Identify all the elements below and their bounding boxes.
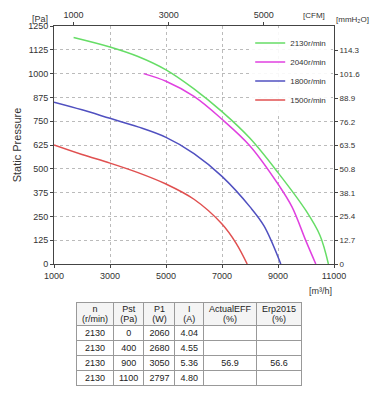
svg-text:[CFM]: [CFM] bbox=[303, 11, 325, 20]
svg-text:101.6: 101.6 bbox=[340, 70, 361, 79]
svg-text:875: 875 bbox=[33, 93, 48, 103]
html-text:4.80: 4.80 bbox=[180, 373, 198, 383]
svg-text:1000: 1000 bbox=[64, 10, 84, 20]
html-text:900: 900 bbox=[121, 358, 137, 368]
html-text:(r/min): (r/min) bbox=[82, 314, 108, 324]
svg-text:1000: 1000 bbox=[44, 271, 64, 281]
svg-text:5000: 5000 bbox=[156, 271, 176, 281]
svg-text:Static Pressure: Static Pressure bbox=[11, 108, 23, 183]
html-text:ActualEFF: ActualEFF bbox=[208, 304, 251, 314]
svg-text:63.5: 63.5 bbox=[340, 141, 356, 150]
svg-text:12.7: 12.7 bbox=[340, 236, 356, 245]
svg-text:114.3: 114.3 bbox=[340, 46, 360, 55]
html-text:2797: 2797 bbox=[149, 373, 170, 383]
html-text:2130: 2130 bbox=[85, 328, 105, 338]
svg-text:500: 500 bbox=[33, 164, 48, 174]
html-text:n: n bbox=[92, 304, 98, 314]
svg-text:25.4: 25.4 bbox=[340, 212, 356, 221]
svg-text:750: 750 bbox=[33, 116, 48, 126]
html-text:56.9: 56.9 bbox=[221, 358, 239, 368]
html-text:Erp2015: Erp2015 bbox=[262, 304, 296, 314]
html-text:P1: P1 bbox=[153, 304, 165, 314]
svg-text:1250: 1250 bbox=[28, 21, 48, 31]
svg-text:50.8: 50.8 bbox=[340, 165, 356, 174]
svg-text:2130r/min: 2130r/min bbox=[290, 39, 326, 48]
svg-text:625: 625 bbox=[33, 140, 48, 150]
svg-text:1800r/min: 1800r/min bbox=[290, 77, 326, 86]
svg-text:88.9: 88.9 bbox=[340, 94, 356, 103]
svg-text:76.2: 76.2 bbox=[340, 118, 356, 127]
html-text:2060: 2060 bbox=[149, 328, 170, 338]
html-text:2680: 2680 bbox=[149, 343, 170, 353]
html-text:400: 400 bbox=[121, 343, 137, 353]
svg-text:11000: 11000 bbox=[322, 271, 346, 281]
svg-text:[Pa]: [Pa] bbox=[32, 14, 48, 24]
svg-text:7000: 7000 bbox=[212, 271, 232, 281]
svg-text:375: 375 bbox=[33, 188, 48, 198]
svg-text:3000: 3000 bbox=[159, 10, 179, 20]
svg-text:125: 125 bbox=[33, 235, 48, 245]
html-text:(A): (A) bbox=[183, 314, 196, 324]
html-text:I: I bbox=[187, 304, 191, 314]
html-text:2130: 2130 bbox=[85, 373, 105, 383]
html-text:4.55: 4.55 bbox=[180, 343, 198, 353]
html-text:(W): (W) bbox=[152, 314, 167, 324]
svg-text:[mmH₂O]: [mmH₂O] bbox=[336, 15, 369, 24]
svg-text:3000: 3000 bbox=[100, 271, 120, 281]
html-text:2130: 2130 bbox=[85, 358, 105, 368]
svg-text:1500r/min: 1500r/min bbox=[290, 96, 326, 105]
svg-text:5000: 5000 bbox=[254, 10, 274, 20]
svg-text:[m³/h]: [m³/h] bbox=[309, 286, 332, 296]
svg-text:38.1: 38.1 bbox=[340, 189, 356, 198]
svg-text:9000: 9000 bbox=[268, 271, 288, 281]
html-text:1100: 1100 bbox=[119, 373, 139, 383]
html-text:0: 0 bbox=[126, 328, 132, 338]
html-text:56.6: 56.6 bbox=[270, 358, 288, 368]
html-text:2130: 2130 bbox=[85, 343, 105, 353]
html-text:5.36: 5.36 bbox=[180, 358, 198, 368]
svg-text:250: 250 bbox=[33, 212, 48, 222]
svg-text:1000: 1000 bbox=[28, 69, 48, 79]
svg-text:1125: 1125 bbox=[29, 45, 48, 55]
svg-text:0: 0 bbox=[340, 260, 345, 269]
html-text:4.04: 4.04 bbox=[180, 328, 198, 338]
html-text:3050: 3050 bbox=[149, 358, 170, 368]
html-text:(Pa): (Pa) bbox=[120, 314, 138, 324]
svg-text:2040r/min: 2040r/min bbox=[290, 58, 326, 67]
svg-text:0: 0 bbox=[43, 259, 48, 269]
html-text:Pst: Pst bbox=[122, 304, 136, 314]
